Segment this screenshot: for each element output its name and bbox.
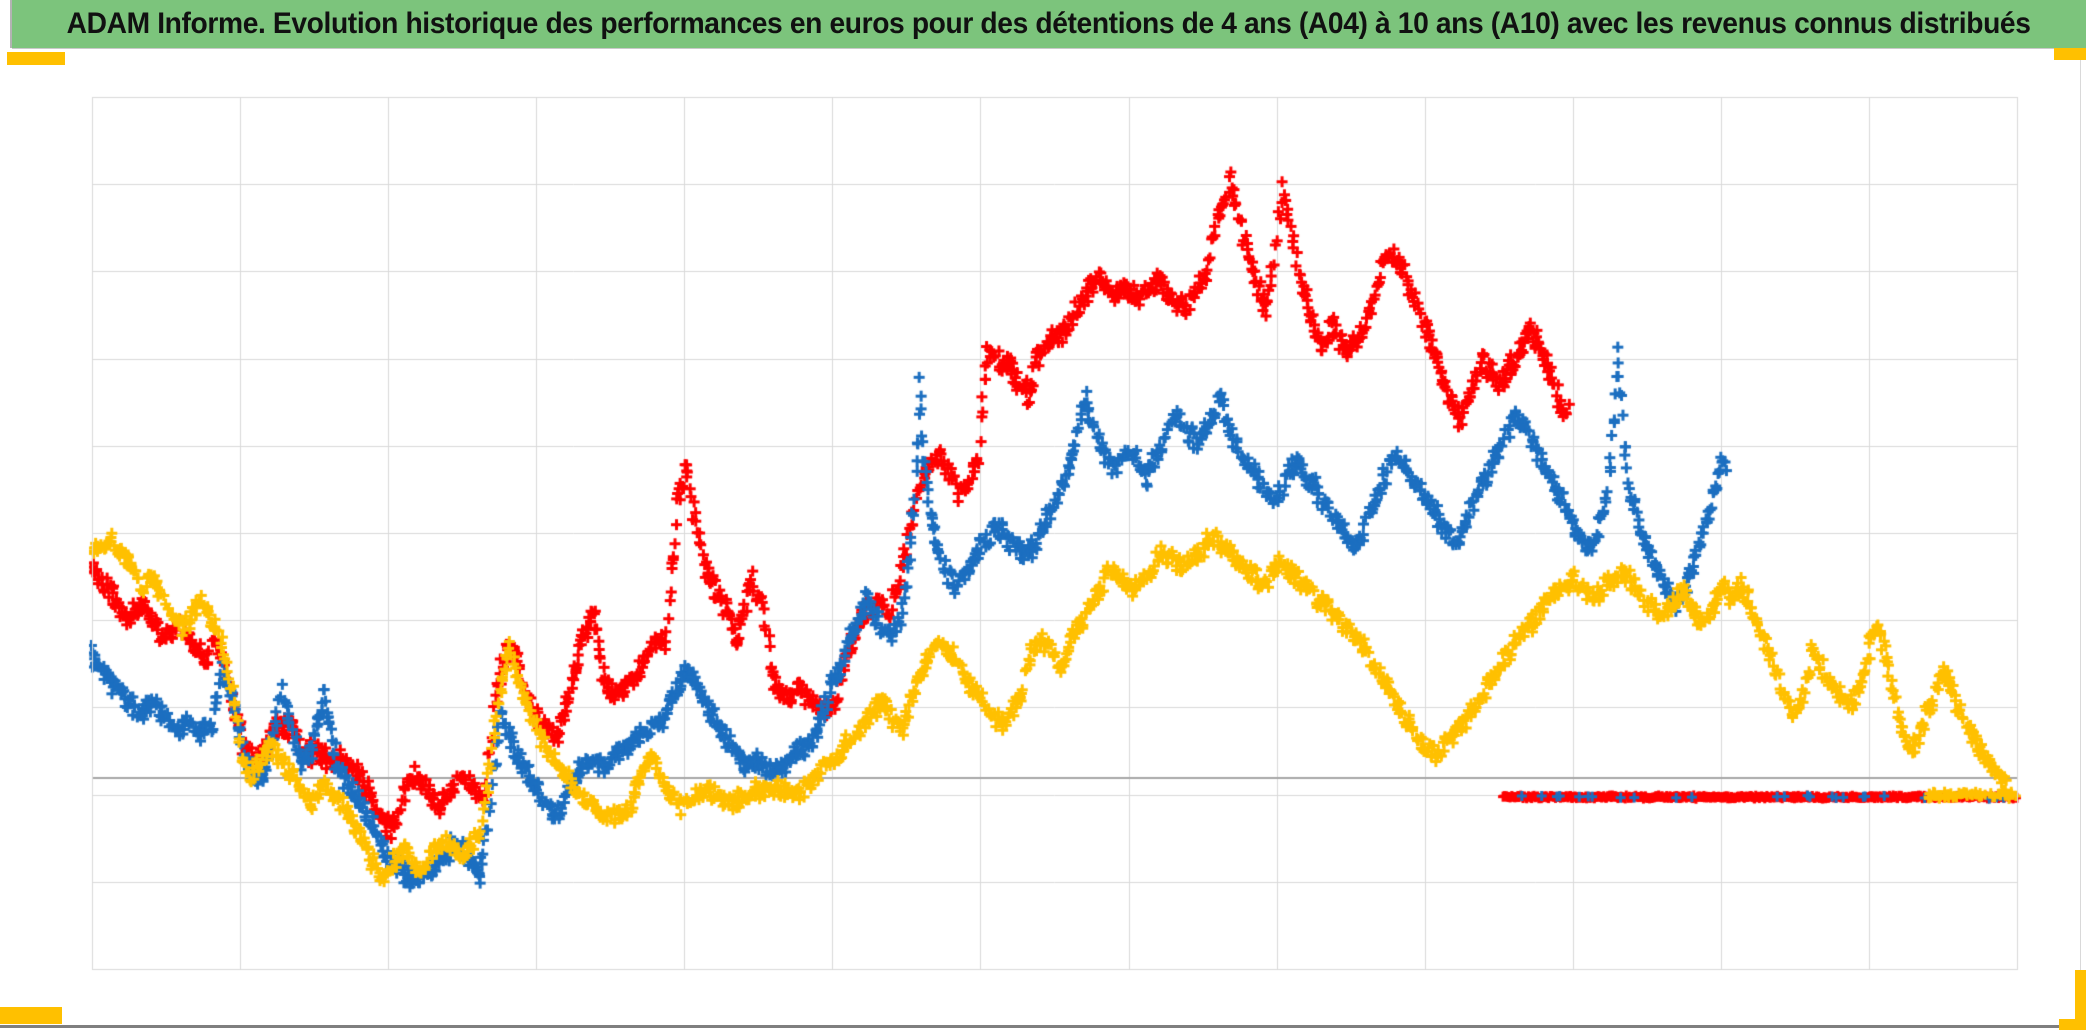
selection-corner-bottom-right-horizontal	[2059, 1019, 2086, 1030]
window-bottom-border	[0, 1025, 2086, 1028]
selection-corner-bottom-left	[0, 1007, 62, 1024]
selection-corner-bottom-right-vertical	[2075, 970, 2086, 1026]
selection-corner-top-left	[7, 52, 65, 65]
selection-corner-top-right	[2054, 48, 2086, 60]
chart-frame-line	[2080, 52, 2081, 1024]
